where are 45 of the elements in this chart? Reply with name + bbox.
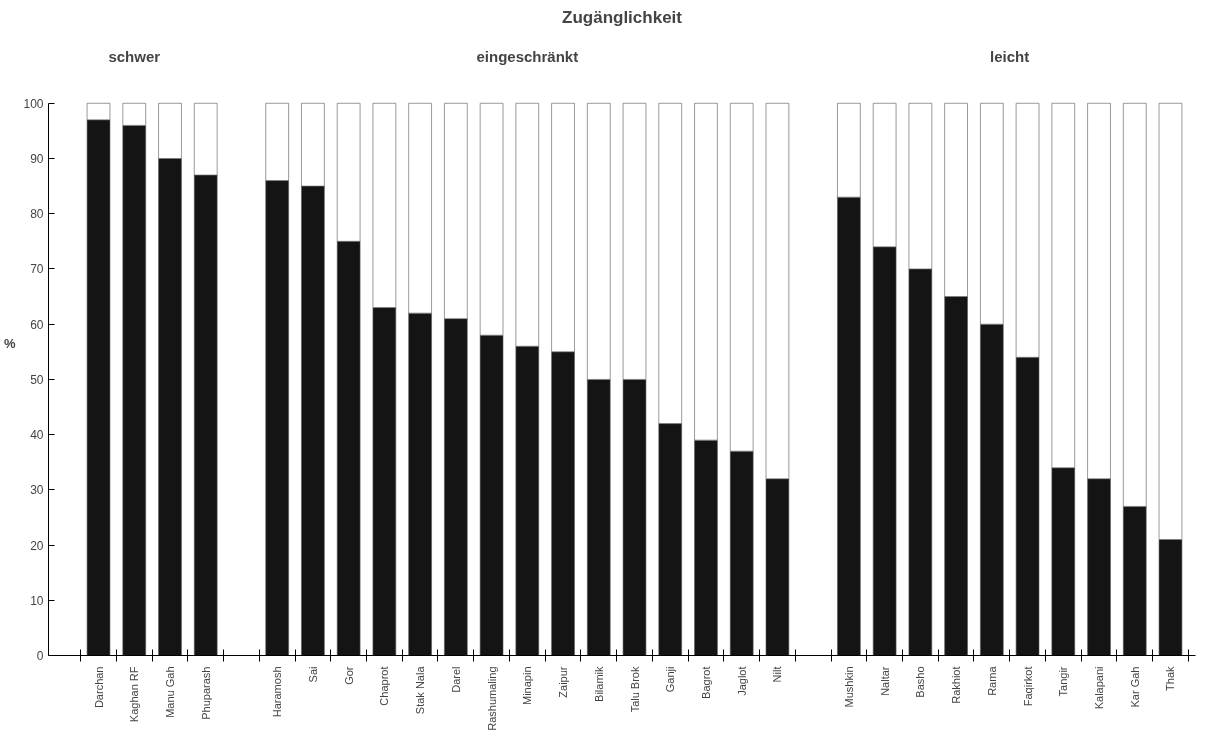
x-tick-label: Zaipur [557, 666, 570, 698]
x-tick-label: Darel [449, 666, 462, 693]
text: schwer [108, 48, 161, 66]
y-tick-label: 50 [30, 372, 44, 387]
y-tick-label: 30 [30, 483, 44, 498]
chart-title: Zugänglichkeit [562, 7, 683, 27]
text: leicht [990, 48, 1030, 66]
x-tick-label: Phuparash [199, 666, 212, 720]
y-tick-label: 100 [23, 96, 44, 111]
x-tick-label: Faqirkot [1021, 666, 1034, 707]
y-tick-label: 20 [30, 538, 44, 553]
x-tick-label: Thak [1164, 666, 1177, 691]
x-tick-label: Stak Nala [414, 665, 427, 715]
x-tick-label: Bagrot [699, 666, 712, 699]
y-tick-label: 0 [36, 649, 44, 663]
y-tick-label: 60 [30, 317, 44, 332]
x-tick-label: Kar Gah [1128, 666, 1141, 708]
x-tick-label: Tangir [1057, 666, 1070, 697]
x-tick-label: Mushkin [842, 666, 855, 708]
x-tick-label: Haramosh [271, 666, 284, 718]
x-tick-label: Nilt [771, 666, 784, 683]
x-tick-label: Chaprot [378, 666, 391, 706]
x-tick-label: Talu Brok [628, 666, 641, 713]
x-tick-label: Rama [985, 665, 998, 696]
x-tick-label: Kaghan RF [128, 666, 141, 723]
y-tick-label: 80 [30, 207, 44, 222]
x-tick-label: Kalapani [1093, 666, 1106, 710]
text: eingeschränkt [476, 48, 579, 66]
y-tick-label: 90 [30, 152, 44, 167]
x-tick-label: Jaglot [735, 666, 748, 696]
x-tick-label: Darchan [92, 666, 105, 709]
x-tick-label: Rashumaling [485, 666, 498, 731]
x-tick-label: Ganji [664, 666, 677, 693]
x-tick-label: Manu Gah [163, 666, 176, 718]
x-tick-label: Sai [306, 666, 319, 683]
y-tick-label: 40 [30, 428, 44, 443]
x-tick-label: Basho [914, 666, 927, 698]
y-axis-title: % [3, 336, 16, 351]
x-tick-label: Naltar [878, 666, 891, 696]
x-tick-label: Rakhiot [950, 666, 963, 704]
y-tick-label: 10 [30, 593, 44, 608]
x-tick-label: Gor [342, 666, 355, 685]
y-tick-label: 70 [30, 262, 44, 277]
x-tick-label: Minapin [521, 666, 534, 706]
x-tick-label: Bilamik [592, 666, 605, 702]
